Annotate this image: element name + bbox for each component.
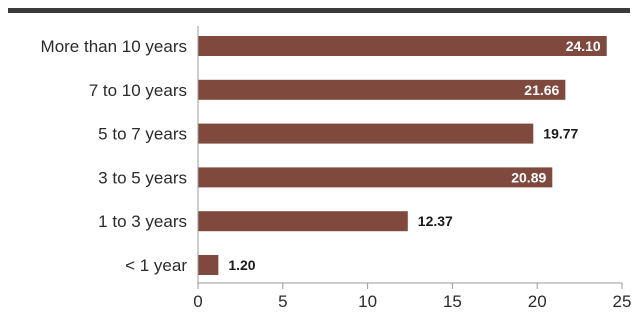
data-label-2: 19.77 [543, 126, 578, 142]
x-tick-label-4: 20 [528, 292, 547, 311]
data-label-5: 1.20 [228, 257, 255, 273]
category-label-1: 7 to 10 years [89, 81, 187, 100]
data-label-1: 21.66 [524, 82, 559, 98]
bar-4 [198, 211, 408, 232]
bar-5 [198, 255, 219, 275]
x-tick-label-1: 5 [278, 292, 287, 311]
bar-3 [198, 167, 553, 188]
x-tick-label-2: 10 [358, 292, 377, 311]
top-rule [8, 8, 630, 13]
category-label-3: 3 to 5 years [98, 168, 187, 187]
axis-layer: 0 5 10 15 20 25 [193, 26, 631, 311]
data-label-0: 24.10 [566, 38, 601, 54]
data-label-4: 12.37 [418, 213, 453, 229]
labels-layer: More than 10 years 24.10 7 to 10 years 21.6… [41, 37, 601, 275]
category-label-4: 1 to 3 years [98, 212, 187, 231]
category-label-5: < 1 year [125, 256, 187, 275]
x-tick-label-3: 15 [443, 292, 462, 311]
data-label-3: 20.89 [511, 169, 546, 185]
bar-0 [198, 36, 607, 56]
x-tick-label-5: 25 [613, 292, 632, 311]
bar-1 [198, 79, 566, 100]
x-tick-label-0: 0 [193, 292, 202, 311]
category-label-2: 5 to 7 years [98, 125, 187, 144]
category-label-0: More than 10 years [41, 37, 187, 56]
bar-2 [198, 123, 534, 144]
bars-layer [198, 36, 607, 275]
